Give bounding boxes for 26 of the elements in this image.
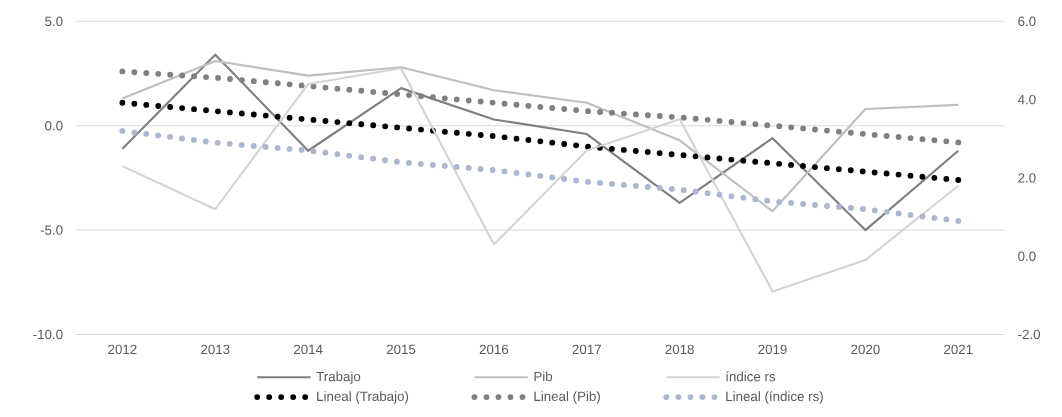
x-tick-label: 2021 [944,344,973,355]
y2-tick-label: 6.0 [1018,16,1036,26]
x-tick-label: 2014 [294,344,323,355]
x-tick-label: 2015 [386,344,416,355]
x-tick-label: 2012 [108,344,137,355]
legend-label: Lineal (Trabajo) [317,391,409,404]
y2-tick-label: 2.0 [1018,173,1036,183]
x-tick-label: 2018 [665,344,694,355]
y2-tick-label: 0.0 [1018,251,1036,261]
y-tick-label: -5.0 [40,225,63,235]
x-tick-label: 2020 [851,344,880,355]
y2-tick-label: -2.0 [1018,329,1041,340]
line-series [121,67,960,293]
x-tick-label: 2019 [758,344,787,355]
legend-label: Lineal (Pib) [534,391,600,404]
y-tick-label: 5.0 [45,16,63,26]
y-tick-label: 0.0 [45,120,63,131]
x-tick-label: 2016 [479,344,509,355]
legend-label: Pib [534,371,553,382]
legend-label: Lineal (índice rs) [726,391,823,404]
y-tick-label: -10.0 [33,329,63,340]
y2-tick-label: 4.0 [1017,94,1036,105]
legend-label: índice rs [726,371,776,382]
x-tick-label: 2017 [572,344,601,355]
legend-label: Trabajo [316,371,361,384]
x-tick-label: 2013 [201,344,230,355]
